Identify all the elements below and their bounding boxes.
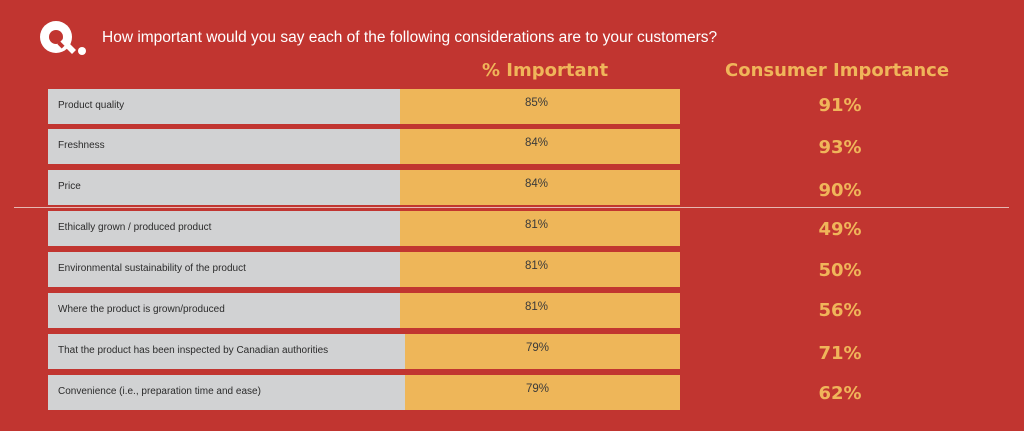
row-label-cell: Where the product is grown/produced [48,293,400,328]
important-value-cell: 81% [400,211,680,246]
row-label-cell: Convenience (i.e., preparation time and … [48,375,405,410]
row-label: Price [58,181,81,192]
row-label-cell: Environmental sustainability of the prod… [48,252,400,287]
consumer-importance-value: 56% [818,300,862,321]
table-row: Environmental sustainability of the prod… [48,252,680,287]
important-value: 85% [525,97,549,109]
row-label: Product quality [58,100,125,111]
important-value-cell: 79% [405,375,680,410]
table-row: That the product has been inspected by C… [48,334,680,369]
consumer-importance-value: 50% [818,260,862,281]
row-label: Convenience (i.e., preparation time and … [58,386,261,397]
important-value-cell: 81% [400,252,680,287]
important-value-cell: 79% [405,334,680,369]
important-value: 84% [525,137,549,149]
row-label-cell: Price [48,170,400,205]
table-row: Price 84% [48,170,680,205]
important-value-cell: 84% [400,170,680,205]
table-row: Ethically grown / produced product 81% [48,211,680,246]
important-value-cell: 85% [400,89,680,124]
important-value-cell: 84% [400,129,680,164]
consumer-importance-value: 93% [818,137,862,158]
important-value: 79% [526,383,550,395]
section-divider [14,207,1009,208]
row-label-cell: Ethically grown / produced product [48,211,400,246]
important-value: 81% [525,260,549,272]
consumer-importance-value: 90% [818,180,862,201]
question-text: How important would you say each of the … [102,29,718,46]
table-row: Product quality 85% [48,89,680,124]
consumer-importance-value: 49% [818,219,862,240]
consumer-importance-value: 71% [818,343,862,364]
consumer-importance-value: 62% [818,383,862,404]
column-header-consumer-importance: Consumer Importance [725,60,950,81]
important-value: 81% [525,219,549,231]
row-label-cell: That the product has been inspected by C… [48,334,405,369]
q-logo-icon [40,21,86,55]
row-label: Ethically grown / produced product [58,222,212,233]
table-row: Convenience (i.e., preparation time and … [48,375,680,410]
row-label-cell: Product quality [48,89,400,124]
consumer-importance-value: 91% [818,95,862,116]
row-label: That the product has been inspected by C… [58,345,329,356]
row-label: Environmental sustainability of the prod… [58,263,246,274]
column-header-important: % Important [482,60,609,81]
important-value: 79% [526,342,550,354]
table-row: Where the product is grown/produced 81% [48,293,680,328]
row-label: Where the product is grown/produced [58,304,225,315]
table-row: Freshness 84% [48,129,680,164]
important-value: 84% [525,178,549,190]
row-label: Freshness [58,140,105,151]
important-value: 81% [525,301,549,313]
row-label-cell: Freshness [48,129,400,164]
important-value-cell: 81% [400,293,680,328]
